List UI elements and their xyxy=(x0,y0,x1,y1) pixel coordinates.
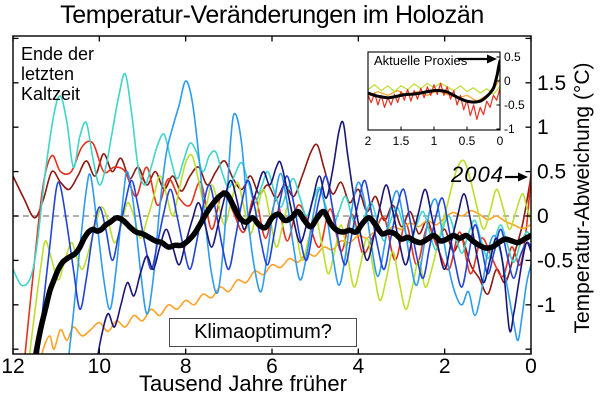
inset-tick-group: 2 1.5 1 0.5 0 0.5 0 -0.5 -1 xyxy=(365,50,525,148)
series-inset-proxy-red xyxy=(368,82,500,120)
inset-y-tick-label: -0.5 xyxy=(504,98,525,112)
inset-arrow-head xyxy=(487,54,497,64)
y-axis-title: Temperatur-Abweichung (°C) xyxy=(571,62,594,334)
y-tick-label: 1.5 xyxy=(537,72,566,95)
x-tick-label: 6 xyxy=(266,355,278,378)
series-average-black xyxy=(33,190,531,354)
x-tick-label: 10 xyxy=(88,355,111,378)
annotation-end-line-1: Ende der xyxy=(21,44,95,64)
main-series-group xyxy=(13,72,531,354)
y-tick-label: 1 xyxy=(537,116,549,139)
x-tick-label: 4 xyxy=(352,355,364,378)
annotation-end-line-3: Kaltzeit xyxy=(21,84,81,104)
inset-title: Aktuelle Proxies xyxy=(374,53,468,68)
inset-y-tick-label: -1 xyxy=(504,122,515,136)
inset-x-tick-label: 1.5 xyxy=(393,134,410,148)
inset-x-tick-label: 2 xyxy=(365,134,372,148)
year-2004-arrow-head xyxy=(518,172,528,182)
series-inset-average-black xyxy=(368,59,500,104)
series-proxy-blue xyxy=(37,175,531,354)
inset-series-group xyxy=(368,59,500,120)
chart-title: Temperatur-Veränderungen im Holozän xyxy=(60,1,484,29)
annotation-end-of-last-ice-age: Ende der letzten Kaltzeit xyxy=(21,44,94,104)
annotation-end-line-2: letzten xyxy=(21,64,75,84)
inset-y-tick-label: 0.5 xyxy=(504,50,521,64)
series-proxy-navy xyxy=(97,120,531,354)
tick-group xyxy=(12,36,532,354)
series-proxy-lightblue xyxy=(68,80,531,354)
inset-x-tick-label: 0 xyxy=(497,134,504,148)
inset-x-tick-label: 0.5 xyxy=(459,134,476,148)
tick-label-group: 12 10 8 6 4 2 0-1-0.500.511.5 xyxy=(1,72,573,378)
inset-x-tick-label: 1 xyxy=(431,134,438,148)
series-proxy-cyan xyxy=(13,72,531,287)
x-tick-label: 2 xyxy=(439,355,451,378)
x-tick-label: 8 xyxy=(180,355,192,378)
y-tick-label: -1 xyxy=(537,294,556,317)
series-inset-proxy-yellowgreen xyxy=(368,82,500,95)
x-axis-title: Tausend Jahre früher xyxy=(139,371,347,396)
x-tick-label: 12 xyxy=(1,355,24,378)
series-proxy-orange xyxy=(41,209,531,354)
annotation-klimaoptimum: Klimaoptimum? xyxy=(169,318,357,347)
inset-y-tick-label: 0 xyxy=(504,74,511,88)
annotation-2004: 2004 xyxy=(451,162,504,187)
y-tick-label: 0 xyxy=(537,205,549,228)
x-tick-label: 0 xyxy=(525,355,537,378)
y-tick-label: -0.5 xyxy=(537,249,573,272)
y-tick-label: 0.5 xyxy=(537,161,566,184)
